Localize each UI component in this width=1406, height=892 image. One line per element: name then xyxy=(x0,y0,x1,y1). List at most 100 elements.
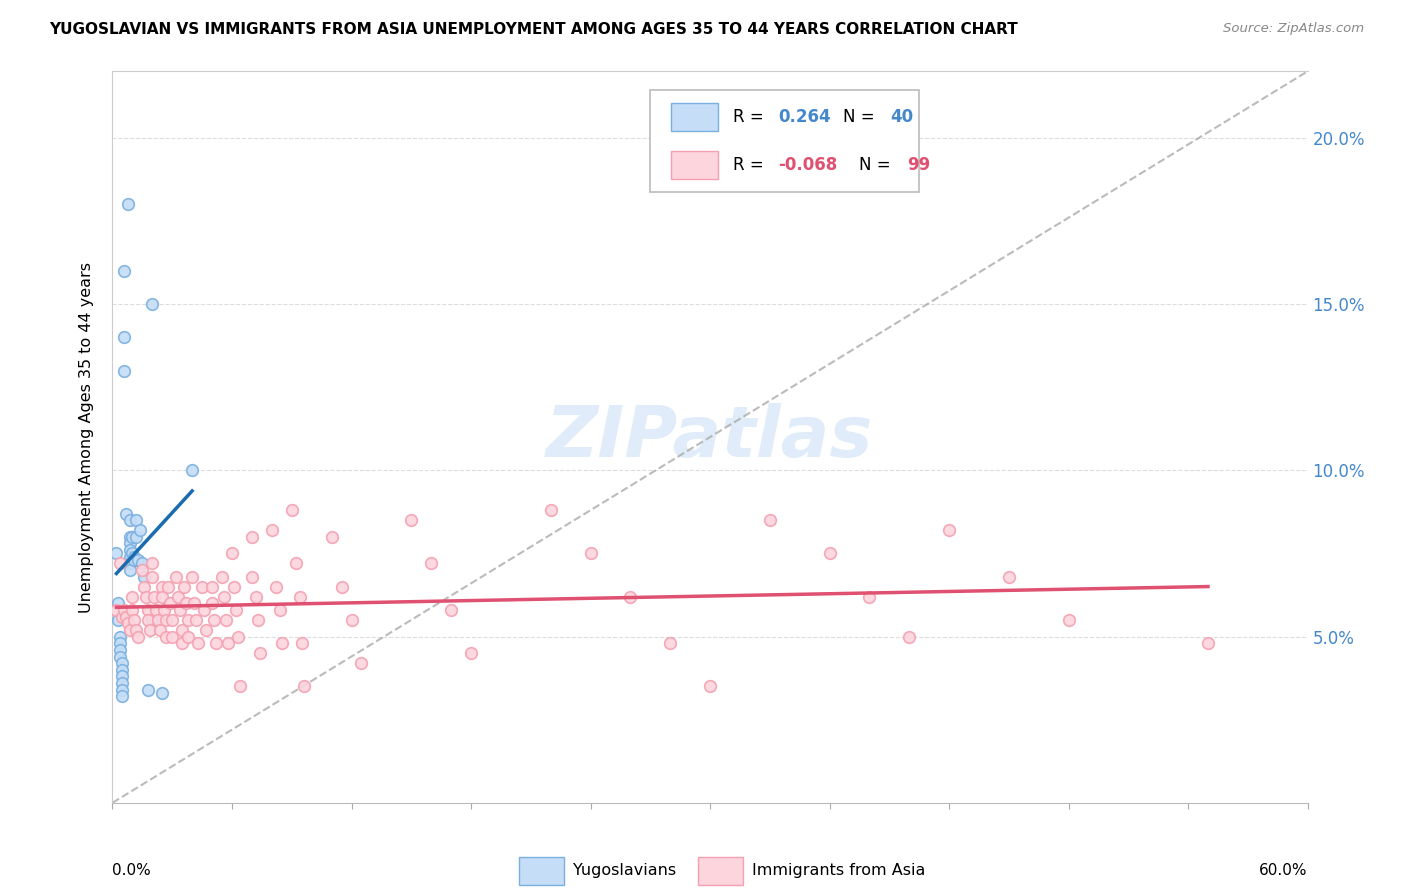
Point xyxy=(226,630,249,644)
Point xyxy=(291,636,314,650)
Text: ZIPatlas: ZIPatlas xyxy=(547,402,873,472)
Point xyxy=(148,613,170,627)
Point xyxy=(149,623,172,637)
Point xyxy=(121,530,143,544)
Point xyxy=(211,570,233,584)
Point xyxy=(138,613,160,627)
Text: 40: 40 xyxy=(890,108,914,126)
Point xyxy=(114,264,135,278)
Point xyxy=(110,643,132,657)
Point xyxy=(121,546,143,560)
Point xyxy=(222,580,245,594)
Point xyxy=(818,546,841,560)
FancyBboxPatch shape xyxy=(699,857,744,885)
Point xyxy=(183,596,205,610)
Point xyxy=(105,546,128,560)
Point xyxy=(167,590,190,604)
Point xyxy=(110,630,132,644)
Point xyxy=(120,563,142,577)
Point xyxy=(120,549,142,564)
Point xyxy=(150,686,173,700)
Point xyxy=(217,636,239,650)
Text: YUGOSLAVIAN VS IMMIGRANTS FROM ASIA UNEMPLOYMENT AMONG AGES 35 TO 44 YEARS CORRE: YUGOSLAVIAN VS IMMIGRANTS FROM ASIA UNEM… xyxy=(49,22,1018,37)
Point xyxy=(141,557,163,571)
Point xyxy=(579,546,602,560)
Point xyxy=(155,630,177,644)
Point xyxy=(121,603,143,617)
Point xyxy=(114,603,135,617)
Point xyxy=(240,570,263,584)
Point xyxy=(120,543,142,558)
Point xyxy=(115,507,138,521)
Point xyxy=(111,656,134,670)
Point xyxy=(107,596,129,610)
Point xyxy=(139,623,162,637)
Point xyxy=(173,580,195,594)
Text: 0.0%: 0.0% xyxy=(112,863,152,878)
Point xyxy=(420,557,443,571)
Point xyxy=(212,590,235,604)
Point xyxy=(292,680,315,694)
Point xyxy=(134,580,156,594)
Point xyxy=(120,513,142,527)
Point xyxy=(110,557,132,571)
Point xyxy=(172,636,194,650)
Point xyxy=(115,609,138,624)
Point xyxy=(135,590,157,604)
Point xyxy=(111,682,134,697)
Point xyxy=(201,596,224,610)
Point xyxy=(177,613,200,627)
Point xyxy=(153,603,176,617)
Text: Immigrants from Asia: Immigrants from Asia xyxy=(752,863,925,879)
Point xyxy=(111,669,134,683)
Point xyxy=(401,513,423,527)
Point xyxy=(111,609,134,624)
Point xyxy=(141,613,163,627)
Point xyxy=(187,636,209,650)
Point xyxy=(215,613,238,627)
Point xyxy=(350,656,373,670)
FancyBboxPatch shape xyxy=(519,857,564,885)
Point xyxy=(240,530,263,544)
Point xyxy=(165,570,187,584)
Point xyxy=(110,636,132,650)
Point xyxy=(229,680,252,694)
Point xyxy=(138,603,160,617)
Point xyxy=(150,580,173,594)
Point xyxy=(125,623,148,637)
Point xyxy=(159,596,181,610)
Point xyxy=(110,649,132,664)
Point xyxy=(284,557,307,571)
Point xyxy=(124,553,146,567)
Text: 0.264: 0.264 xyxy=(778,108,831,126)
Point xyxy=(281,503,304,517)
Point xyxy=(120,536,142,550)
Point xyxy=(127,630,149,644)
Point xyxy=(330,580,353,594)
Point xyxy=(249,646,271,660)
Point xyxy=(619,590,641,604)
Point xyxy=(202,613,225,627)
Point xyxy=(117,197,139,211)
Point xyxy=(131,563,153,577)
Point xyxy=(759,513,782,527)
FancyBboxPatch shape xyxy=(671,103,718,131)
Point xyxy=(260,523,283,537)
Point xyxy=(288,590,311,604)
Point xyxy=(124,549,146,564)
Point xyxy=(155,613,177,627)
Point xyxy=(131,557,153,571)
Text: 99: 99 xyxy=(907,155,931,174)
Point xyxy=(898,630,921,644)
Point xyxy=(124,613,146,627)
Point xyxy=(125,530,148,544)
Point xyxy=(129,523,152,537)
Point xyxy=(201,580,224,594)
Point xyxy=(174,596,197,610)
Point xyxy=(120,623,142,637)
Point xyxy=(117,616,139,631)
Point xyxy=(193,603,215,617)
Point xyxy=(120,530,142,544)
Point xyxy=(125,513,148,527)
Point xyxy=(111,663,134,677)
